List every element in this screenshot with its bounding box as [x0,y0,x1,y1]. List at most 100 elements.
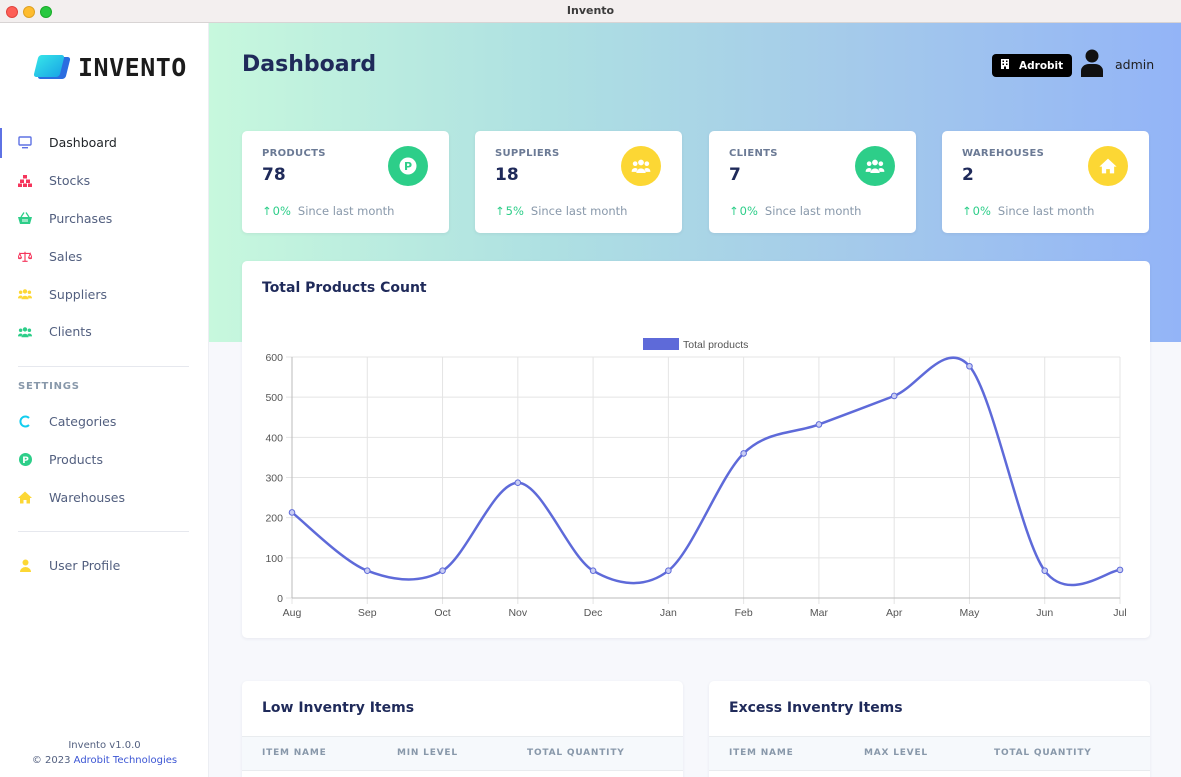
trend-since: Since last month [764,204,862,218]
sidebar-item-stocks[interactable]: Stocks [0,162,209,200]
svg-text:P: P [404,160,412,173]
y-tick-label: 100 [265,553,283,565]
sidebar-item-label: Dashboard [49,135,117,151]
x-tick-label: Jul [1113,607,1126,619]
sidebar-divider [18,531,189,533]
sidebar-item-dashboard[interactable]: Dashboard [0,124,209,162]
stat-card-warehouses[interactable]: WAREHOUSES 2 ↑ 0% Since last month [942,131,1149,233]
column-header[interactable]: TOTAL QUANTITY [527,748,625,758]
window-close-button[interactable] [6,6,18,18]
trend-since: Since last month [297,204,395,218]
trend-percent: 0% [272,204,291,218]
brand[interactable]: INVENTO [33,53,187,82]
sidebar-item-label: Purchases [49,210,113,226]
x-tick-label: Sep [358,607,377,619]
column-header[interactable]: MAX LEVEL [864,748,928,758]
table-header: ITEM NAME MAX LEVEL TOTAL QUANTITY [709,736,1150,771]
column-header[interactable]: ITEM NAME [262,748,327,758]
monitor-icon [18,136,32,150]
y-tick-label: 200 [265,513,283,525]
sidebar-item-categories[interactable]: Categories [0,403,209,441]
column-header[interactable]: ITEM NAME [729,748,794,758]
y-tick-label: 300 [265,473,283,485]
sidebar-item-label: Stocks [49,173,91,189]
building-icon [1001,59,1009,72]
sidebar-divider [18,365,189,367]
organization-button[interactable]: Adrobit [992,54,1073,77]
stat-value: 7 [729,165,741,185]
stat-trend: ↑ 0% Since last month [729,204,861,218]
sidebar-item-sales[interactable]: Sales [0,237,209,275]
user-name: admin [1115,57,1155,72]
stat-value: 18 [495,165,519,185]
table-header: ITEM NAME MIN LEVEL TOTAL QUANTITY [242,736,683,771]
column-header[interactable]: TOTAL QUANTITY [994,748,1092,758]
sidebar-item-label: User Profile [49,557,121,573]
column-header[interactable]: MIN LEVEL [397,748,458,758]
sidebar-item-products[interactable]: P Products [0,441,209,479]
home-icon [18,490,32,504]
data-point [890,392,898,400]
organization-label: Adrobit [1019,59,1064,72]
stocks-icon [18,174,32,188]
data-point [966,362,973,370]
window-minimize-button[interactable] [23,6,35,18]
x-tick-label: Nov [508,607,527,619]
sidebar-item-label: Warehouses [49,489,125,505]
data-point [740,450,747,457]
stat-card-suppliers[interactable]: SUPPLIERS 18 ↑ 5% Since last month [475,131,682,233]
brand-name: INVENTO [78,53,187,82]
sidebar-item-label: Sales [49,248,83,264]
arrow-up-icon: ↑ [729,204,739,218]
svg-text:P: P [22,456,29,466]
sidebar-item-user-profile[interactable]: User Profile [0,546,209,584]
sidebar-item-label: Clients [49,324,92,340]
company-link[interactable]: Adrobit Technologies [73,755,178,766]
chart-card-title: Total Products Count [262,280,427,296]
x-tick-label: Jan [660,607,677,619]
sidebar-item-label: Suppliers [49,286,108,302]
low-inventory-title: Low Inventry Items [262,700,415,716]
basket-icon [18,211,32,225]
data-point [815,421,823,428]
x-tick-label: May [960,607,981,619]
main-content: Dashboard Adrobit admin PRODUCTS 78 P ↑ 0… [209,23,1181,777]
users-icon [18,325,32,339]
sidebar-footer: Invento v1.0.0 © 2023 Adrobit Technologi… [0,738,209,768]
trend-percent: 0% [739,204,758,218]
page-title: Dashboard [242,52,377,77]
x-tick-label: Dec [584,607,603,619]
sidebar-item-clients[interactable]: Clients [0,313,209,351]
arrow-up-icon: ↑ [962,204,972,218]
settings-heading: SETTINGS [18,380,80,392]
x-tick-label: Apr [886,607,903,619]
sidebar-item-label: Categories [49,414,117,430]
sidebar-item-label: Products [49,451,103,467]
sidebar-item-warehouses[interactable]: Warehouses [0,478,209,516]
x-tick-label: Aug [283,607,302,619]
p-icon: P [388,146,428,186]
sidebar-item-suppliers[interactable]: Suppliers [0,275,209,313]
trend-change: ↑ 0% [262,204,291,218]
window-title: Invento [566,4,615,17]
stat-value: 2 [962,165,974,185]
stat-label: PRODUCTS [262,148,326,159]
stat-label: CLIENTS [729,148,778,159]
data-point [1041,567,1049,574]
stat-card-products[interactable]: PRODUCTS 78 P ↑ 0% Since last month [242,131,449,233]
p-icon: P [18,452,32,466]
user-menu[interactable]: admin [1081,49,1154,80]
excess-inventory-title: Excess Inventry Items [729,700,903,716]
stat-card-clients[interactable]: CLIENTS 7 ↑ 0% Since last month [709,131,916,233]
trend-percent: 0% [972,204,991,218]
data-point [439,567,446,574]
copyright-line: © 2023 Adrobit Technologies [0,753,209,768]
data-point [363,567,371,574]
home-icon [1088,146,1128,186]
sidebar-item-purchases[interactable]: Purchases [0,200,209,238]
window-maximize-button[interactable] [40,6,52,18]
data-point [589,567,597,574]
data-point [665,567,672,574]
low-inventory-card: Low Inventry Items ITEM NAME MIN LEVEL T… [242,681,683,777]
x-tick-label: Feb [735,607,753,619]
